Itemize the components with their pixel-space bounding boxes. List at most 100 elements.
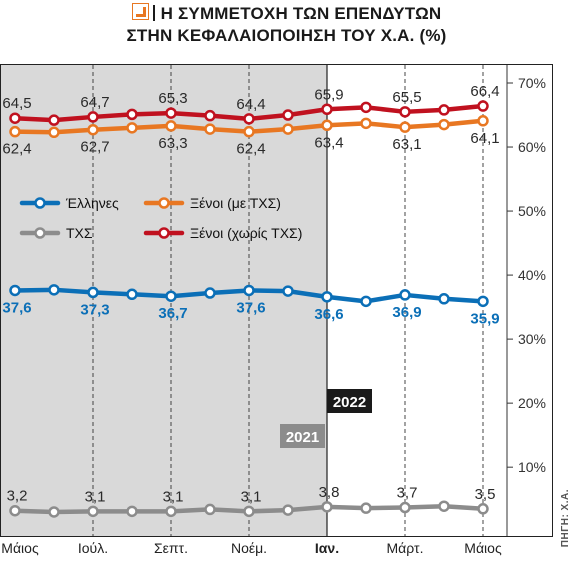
legend-label: Ξένοι (με ΤΧΣ) [190, 195, 281, 211]
data-point [282, 504, 294, 516]
data-point [204, 109, 216, 122]
data-label: 64,7 [80, 94, 109, 111]
data-label: 66,4 [470, 83, 499, 100]
chart-title: Η ΣΥΜΜΕΤΟΧΗ ΤΩΝ ΕΠΕΝΔΥΤΩΝ ΣΤΗΝ ΚΕΦΑΛΑΙΟΠ… [0, 3, 573, 47]
year-badge-bg [327, 389, 372, 413]
data-point [243, 125, 255, 138]
title-separator [152, 5, 155, 21]
data-point [321, 501, 333, 513]
y-tick-label: 70% [518, 75, 546, 91]
data-label: 65,3 [158, 90, 187, 107]
data-label: 65,5 [392, 89, 421, 106]
x-tick-label: Νοέμ. [231, 540, 267, 556]
series-layer [9, 100, 489, 518]
data-point [360, 502, 372, 514]
title-line-2: ΣΤΗΝ ΚΕΦΑΛΑΙΟΠΟΙΗΣΗ ΤΟΥ Χ.Α. (%) [126, 26, 447, 45]
data-labels: 64,5 64,7 65,3 64,4 65,9 65,5 66,4 62,4 62,7 63,3… [2, 83, 499, 505]
data-label: 3,1 [85, 488, 106, 505]
data-point [282, 123, 294, 135]
data-point [321, 291, 333, 303]
data-point [48, 506, 60, 518]
data-point [87, 505, 99, 518]
data-point [204, 503, 216, 516]
data-point [477, 115, 489, 127]
data-point [165, 120, 177, 132]
data-label: 36,7 [158, 305, 187, 322]
data-label: 3,5 [475, 486, 496, 503]
x-tick-label: Ιούλ. [78, 540, 108, 556]
data-label: 3,7 [397, 485, 418, 502]
data-point [282, 109, 294, 121]
data-point [9, 284, 21, 297]
data-point [126, 122, 138, 134]
data-label: 64,1 [470, 130, 499, 147]
data-label: 63,4 [314, 134, 343, 151]
y-tick-label: 10% [518, 459, 546, 475]
data-point [477, 295, 489, 308]
y-axis-ticks: 10% 20% 30% 40% 50% 60% 70% [507, 75, 546, 475]
series-2 [9, 284, 489, 308]
legend-swatch-marker [158, 227, 170, 239]
legend-swatch-marker [34, 197, 46, 209]
data-point [438, 118, 450, 131]
data-point [87, 123, 99, 136]
data-label: 37,6 [2, 299, 31, 316]
data-label: 35,9 [470, 310, 499, 327]
data-point [321, 103, 333, 116]
data-label: 37,3 [80, 301, 109, 318]
x-axis-ticks: Μάιος Ιούλ. Σεπτ. Νοέμ. Ιαν. Μάρτ. Μάιος [1, 540, 502, 556]
data-point [438, 293, 450, 305]
data-point [243, 505, 255, 518]
data-point [477, 503, 489, 515]
legend-swatch-marker [34, 227, 46, 239]
year-badges: 2021 2022 [280, 389, 372, 448]
title-line-1: Η ΣΥΜΜΕΤΟΧΗ ΤΩΝ ΕΠΕΝΔΥΤΩΝ [160, 4, 442, 23]
data-point [9, 504, 21, 517]
orange-arrow-icon [131, 3, 149, 20]
legend-label: Έλληνες [65, 195, 119, 211]
data-label: 64,5 [2, 95, 31, 112]
data-point [399, 289, 411, 301]
data-label: 3,8 [319, 484, 340, 501]
data-point [360, 101, 372, 114]
year-badge-bg [280, 424, 325, 448]
data-point [243, 113, 255, 125]
data-point [477, 100, 489, 112]
y-tick-label: 40% [518, 267, 546, 283]
data-point [360, 295, 372, 308]
data-point [9, 125, 21, 138]
data-label: 63,1 [392, 136, 421, 153]
series-0 [9, 100, 489, 126]
legend-label: Ξένοι (χωρίς ΤΧΣ) [190, 225, 302, 241]
data-label: 62,4 [236, 141, 265, 158]
series-1 [9, 115, 489, 139]
data-point [282, 285, 294, 297]
data-point [48, 114, 60, 126]
data-label: 36,6 [314, 306, 343, 323]
x-tick-label: Σεπτ. [154, 540, 188, 556]
data-label: 62,7 [80, 139, 109, 156]
data-label: 3,1 [163, 488, 184, 505]
data-point [48, 284, 60, 296]
x-tick-label: Μάιος [1, 540, 39, 556]
data-point [165, 107, 177, 119]
year-badge-label: 2021 [286, 429, 319, 446]
data-point [126, 108, 138, 121]
data-point [87, 111, 99, 123]
data-label: 65,9 [314, 86, 343, 103]
data-label: 36,9 [392, 304, 421, 321]
data-label: 37,6 [236, 299, 265, 316]
data-point [48, 126, 60, 139]
data-point [87, 286, 99, 299]
y-tick-label: 20% [518, 395, 546, 411]
y-tick-label: 30% [518, 331, 546, 347]
year-badge-label: 2022 [333, 394, 366, 411]
legend-swatch-marker [158, 197, 170, 209]
data-label: 3,1 [241, 488, 262, 505]
y-tick-label: 50% [518, 203, 546, 219]
data-point [126, 288, 138, 301]
legend: Έλληνες Ξένοι (με ΤΧΣ) ΤΧΣ Ξένοι (χωρίς ΤΧΣ… [19, 195, 302, 241]
data-point [399, 121, 411, 133]
data-point [438, 104, 450, 116]
